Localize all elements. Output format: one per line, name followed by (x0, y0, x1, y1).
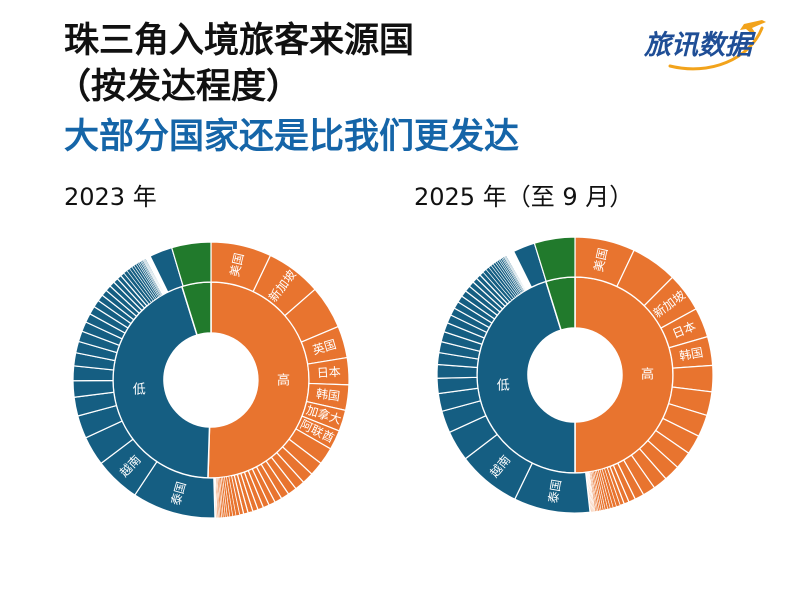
outer-label: 英国 (311, 337, 338, 357)
title-line-2: （按发达程度） (56, 67, 302, 107)
inner-label: 高 (277, 373, 290, 389)
outer-segment (170, 241, 212, 287)
outer-label: 泰国 (169, 480, 189, 507)
outer-label: 泰国 (546, 478, 564, 504)
page-subtitle: 大部分国家还是比我们更发达 (64, 117, 520, 157)
outer-segment (533, 236, 576, 283)
outer-label: 韩国 (678, 344, 704, 363)
airplane-swoosh-icon (668, 20, 766, 71)
inner-label: 低 (497, 378, 510, 393)
outer-label: 美国 (228, 252, 247, 279)
outer-label: 美国 (591, 247, 610, 274)
inner-label: 低 (133, 382, 146, 397)
inner-label: 高 (641, 367, 654, 383)
logo-text: 旅讯数据 (644, 30, 752, 61)
page-title: 珠三角入境旅客来源国 （按发达程度） (56, 18, 415, 110)
title-line-1: 珠三角入境旅客来源国 (64, 21, 415, 61)
outer-label: 日本 (316, 365, 341, 381)
outer-segment (144, 258, 166, 295)
outer-label: 韩国 (315, 386, 341, 404)
chart-title-2025: 2025 年（至 9 月） (414, 183, 634, 211)
chart-title-2023: 2023 年 (64, 183, 157, 211)
outer-segment (504, 255, 527, 291)
brand-logo: 旅讯数据 (640, 14, 770, 80)
